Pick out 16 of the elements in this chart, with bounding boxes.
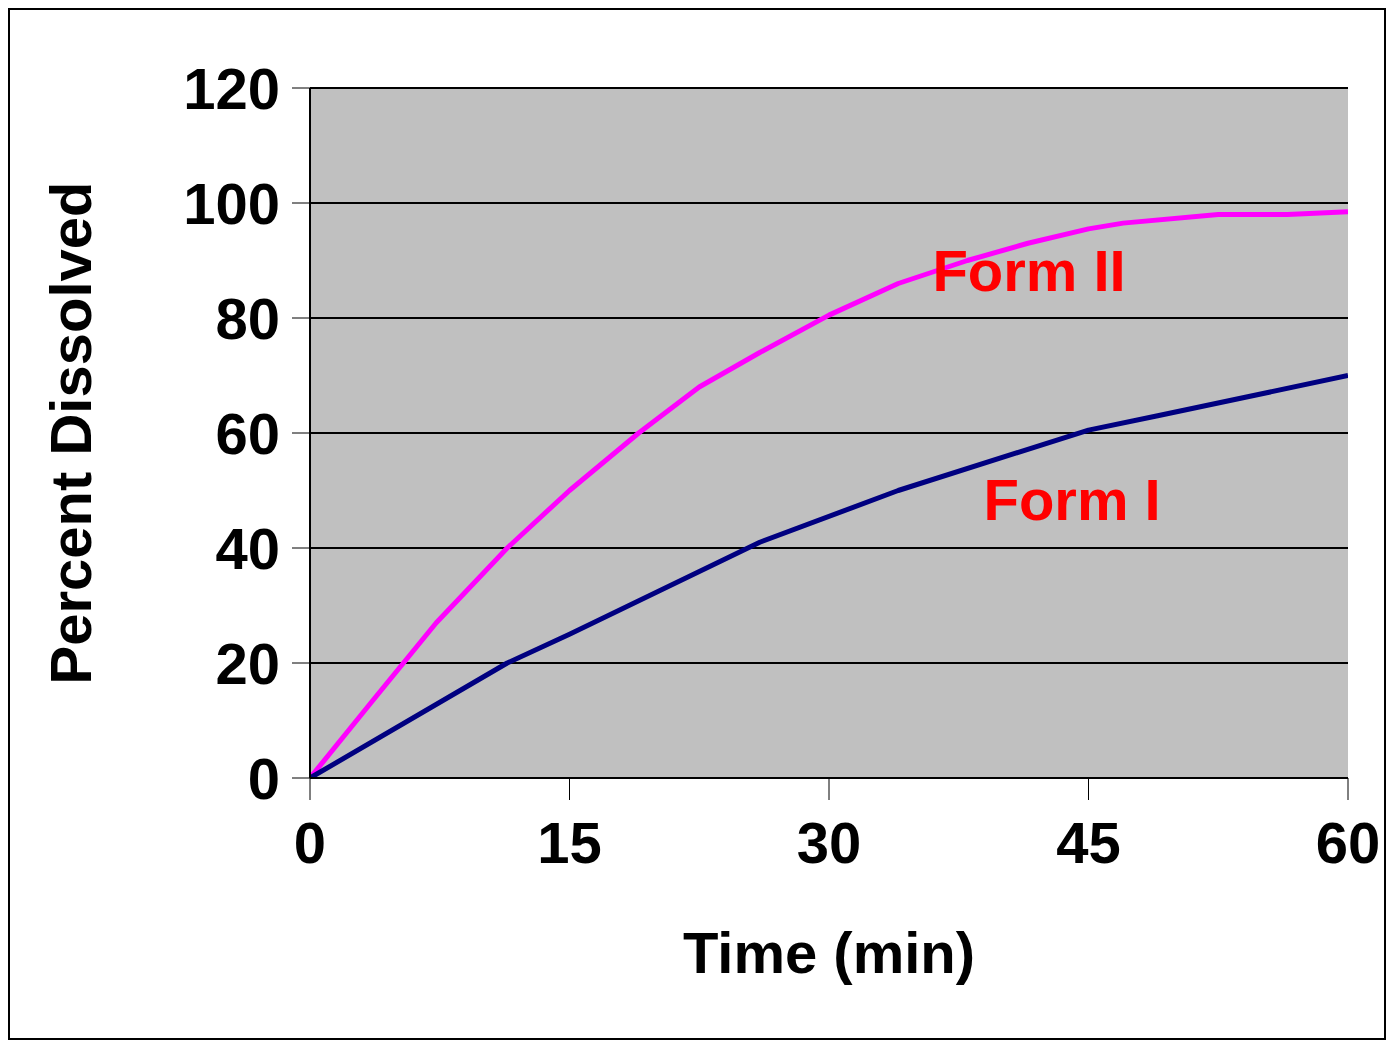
y-tick-label: 120: [183, 55, 280, 121]
y-axis-title: Percent Dissolved: [37, 181, 103, 685]
y-tick-label: 20: [215, 630, 280, 696]
y-tick-label: 0: [247, 745, 280, 811]
y-tick-label: 40: [215, 515, 280, 581]
x-tick-label: 0: [293, 810, 327, 876]
y-tick-label: 80: [215, 285, 280, 351]
x-tick-label: 30: [796, 810, 862, 876]
y-tick-label: 60: [215, 400, 280, 466]
x-tick-label: 15: [537, 810, 602, 876]
series-label: Form I: [983, 467, 1161, 533]
x-tick-label: 60: [1315, 810, 1381, 876]
x-tick-label: 45: [1056, 810, 1121, 876]
y-tick-label: 100: [183, 170, 280, 236]
x-axis-title: Time (min): [682, 920, 976, 985]
series-label: Form II: [932, 237, 1126, 303]
